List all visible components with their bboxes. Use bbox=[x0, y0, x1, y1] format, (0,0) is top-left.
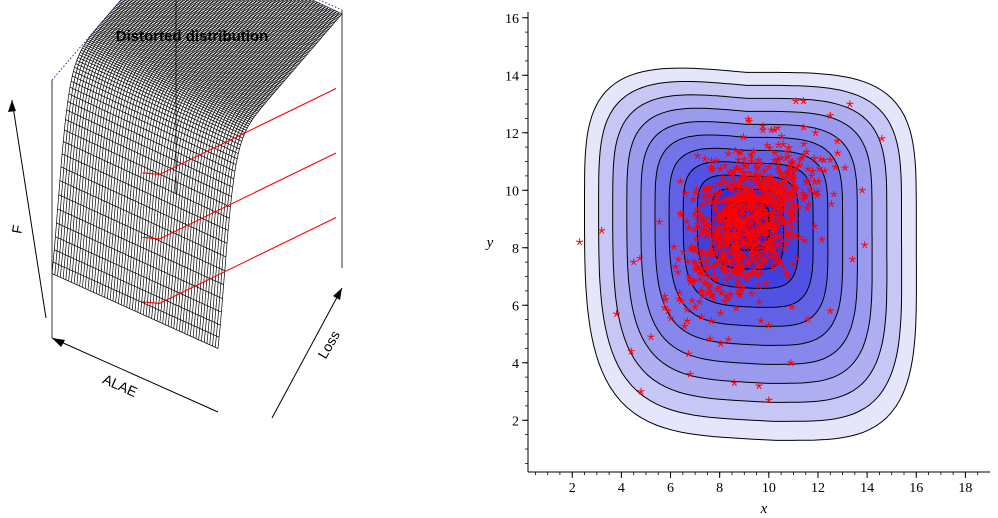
mesh-lines-v bbox=[51, 0, 343, 349]
x-tick-label: 18 bbox=[958, 481, 972, 496]
x-tick-label: 4 bbox=[618, 481, 625, 496]
box-top-dotted bbox=[51, 0, 343, 81]
y-tick-label: 16 bbox=[505, 12, 519, 27]
contour-plot-panel: 2 4 6 8 10 12 14 16 18 2 4 6 8 10 12 14 16 x y bbox=[485, 12, 990, 517]
y-axis-arrow bbox=[271, 287, 343, 419]
bounding-box bbox=[51, 0, 343, 338]
axes: 2 4 6 8 10 12 14 16 18 2 4 6 8 10 12 14 16 bbox=[505, 12, 990, 496]
x-tick-label: 10 bbox=[762, 481, 776, 496]
y-tick-label: 4 bbox=[512, 357, 519, 372]
surface-mesh bbox=[51, 0, 343, 349]
slice-lines bbox=[142, 88, 337, 305]
y-tick-label: 14 bbox=[505, 69, 519, 84]
x-tick-label: 12 bbox=[811, 481, 825, 496]
y-tick-label: 12 bbox=[505, 127, 519, 142]
y-tick-label: 10 bbox=[505, 184, 519, 199]
x-tick-label: 16 bbox=[909, 481, 923, 496]
x-tick-label: 8 bbox=[716, 481, 723, 496]
surface-plot-panel: Distorted distribution F ALAE Loss bbox=[8, 0, 343, 419]
z-axis-label: F bbox=[8, 224, 25, 235]
z-axis-arrow bbox=[8, 99, 47, 319]
y-tick-label: 8 bbox=[512, 242, 519, 257]
y-axis-label: Loss bbox=[314, 328, 343, 362]
x-axis-arrow bbox=[51, 337, 219, 413]
x-tick-label: 2 bbox=[569, 481, 576, 496]
x-tick-label: 14 bbox=[860, 481, 874, 496]
x-axis-label: x bbox=[760, 501, 768, 517]
y-tick-label: 6 bbox=[512, 299, 519, 314]
y-tick-label: 2 bbox=[512, 414, 519, 429]
slice-line bbox=[142, 217, 337, 305]
slice-line bbox=[142, 88, 337, 176]
slice-line bbox=[142, 152, 337, 240]
scatter-points bbox=[576, 97, 886, 404]
x-axis-label: ALAE bbox=[100, 371, 139, 400]
scatter-markers bbox=[576, 97, 886, 404]
x-tick-label: 6 bbox=[667, 481, 674, 496]
y-axis-label: y bbox=[485, 235, 494, 251]
